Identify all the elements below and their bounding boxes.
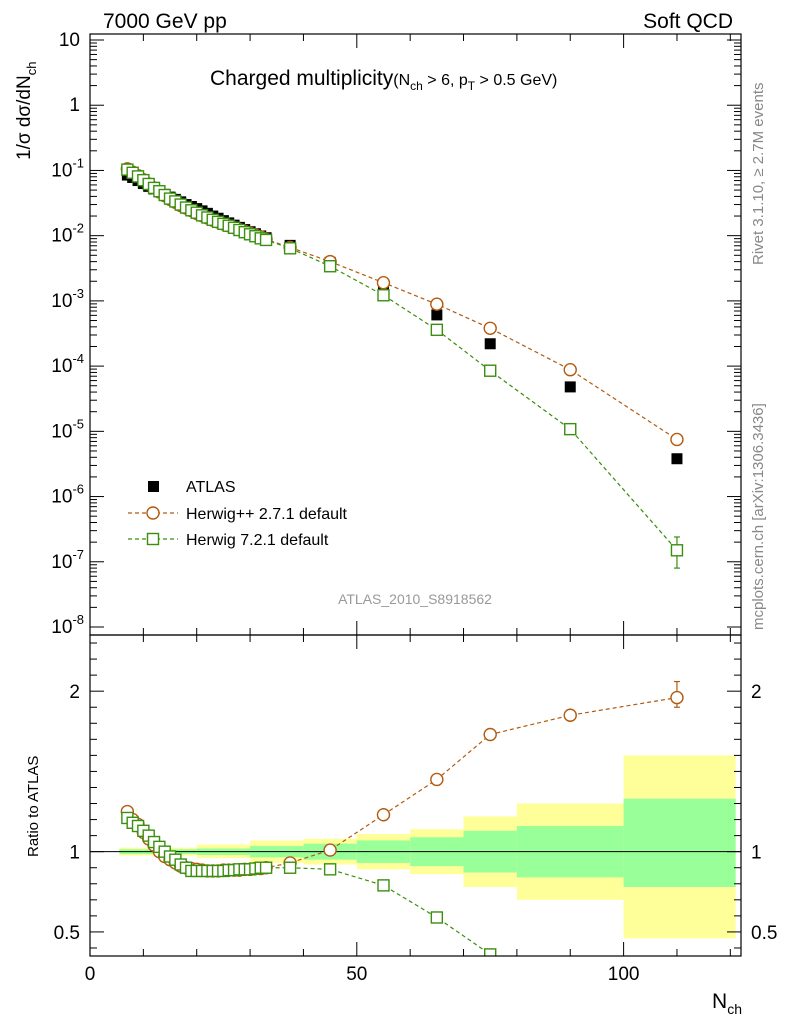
- herwig-2-7-1-default-point: [670, 432, 684, 447]
- main-ytick-mantissa: 10: [51, 356, 72, 377]
- atlas-point: [484, 338, 496, 350]
- main-ytick-mantissa: 10: [51, 226, 72, 247]
- herwig-2-7-1-default-point: [376, 276, 391, 290]
- header-left: 7000 GeV pp: [103, 10, 227, 33]
- title-main: Charged multiplicity: [210, 67, 394, 90]
- ratio-ytick-label: 2: [69, 682, 80, 703]
- herwig-7-2-1-default-point: [283, 242, 297, 255]
- legend-marker-herwigpp: [146, 506, 160, 520]
- main-ytick-label: 10-8: [51, 612, 84, 638]
- atlas-point: [431, 309, 443, 321]
- ratio-herwig-7-2-1-default-point: [283, 861, 297, 874]
- main-ytick-exponent: -5: [72, 416, 84, 431]
- title-cond-sub-a: ch: [410, 79, 423, 93]
- main-ytick-mantissa: 10: [59, 30, 80, 51]
- herwig-7-2-1-default-point: [377, 289, 390, 302]
- ratio-herwig-7-2-1-default-point: [323, 863, 337, 876]
- main-ytick-mantissa: 10: [51, 160, 72, 181]
- main-ytick-label: 10-6: [51, 482, 84, 508]
- herwig-7-2-1-default-point: [430, 323, 444, 337]
- main-ylabel-sub: ch: [24, 62, 39, 76]
- herwig-2-7-1-default-point: [563, 363, 577, 377]
- ratio-ytick-label-right: 1: [751, 843, 762, 864]
- title-cond-a: (N: [393, 72, 410, 89]
- ratio-xlabel-sub: ch: [727, 1001, 742, 1017]
- herwig-7-2-1-default-point: [484, 364, 497, 377]
- ratio-herwig-7-2-1-default-point: [259, 861, 273, 874]
- ratio-herwig-2-7-1-default-point: [483, 727, 497, 742]
- legend-label-herwigpp: Herwig++ 2.7.1 default: [186, 506, 348, 523]
- main-ytick-exponent: -1: [72, 155, 84, 170]
- legend-label-atlas: ATLAS: [186, 479, 236, 496]
- ratio-xlabel: Nch: [712, 990, 742, 1017]
- ratio-herwig-2-7-1-default-point: [430, 772, 444, 787]
- main-ylabel-text: 1/σ dσ/dN: [14, 75, 35, 160]
- ratio-ytick-label: 0.5: [54, 923, 80, 944]
- ratio-xtick-label: 100: [608, 964, 640, 985]
- main-ytick-mantissa: 1: [69, 95, 80, 116]
- plot-title: Charged multiplicity(Nch > 6, pT > 0.5 G…: [210, 67, 557, 93]
- main-ytick-exponent: -6: [72, 482, 84, 497]
- main-ytick-mantissa: 10: [51, 617, 72, 638]
- main-ytick-exponent: -7: [72, 547, 84, 562]
- legend-label-herwig7: Herwig 7.2.1 default: [186, 532, 329, 549]
- main-ytick-label: 1: [69, 95, 80, 116]
- mcplots-label: mcplots.cern.ch [arXiv:1306.3436]: [750, 403, 767, 630]
- herwig-2-7-1-default-point: [483, 321, 497, 335]
- ratio-herwig-2-7-1-default-point: [563, 708, 577, 722]
- main-ytick-exponent: -4: [72, 351, 84, 366]
- main-ytick-exponent: -8: [72, 612, 84, 627]
- ratio-xtick-label: 50: [346, 964, 367, 985]
- herwig-7-2-1-default-point: [670, 544, 684, 557]
- main-ytick-mantissa: 10: [51, 421, 72, 442]
- main-ytick-exponent: -2: [72, 221, 84, 236]
- ratio-stat-band: [623, 798, 736, 887]
- herwig-7-2-1-default-point: [259, 233, 273, 247]
- atlas-point: [671, 453, 683, 465]
- ratio-herwig-7-2-1-default-point: [377, 879, 390, 892]
- ratio-ylabel: Ratio to ATLAS: [25, 756, 42, 857]
- main-ytick-label: 10: [59, 30, 80, 51]
- title-cond-c: > 0.5 GeV): [475, 72, 557, 89]
- analysis-watermark: ATLAS_2010_S8918562: [338, 591, 492, 607]
- main-ytick-label: 10-3: [51, 286, 84, 312]
- main-ytick-exponent: -3: [72, 286, 84, 301]
- main-ytick-label: 10-2: [51, 221, 84, 247]
- ratio-ytick-label-right: 0.5: [751, 923, 777, 944]
- legend-marker-herwig7: [146, 532, 160, 546]
- main-ytick-label: 10-5: [51, 416, 84, 442]
- main-ytick-label: 10-4: [51, 351, 84, 377]
- ratio-xlabel-text: N: [712, 990, 727, 1013]
- ratio-herwig-7-2-1-default-point: [430, 911, 444, 924]
- herwig-7-2-1-default-point: [564, 422, 577, 436]
- ratio-herwig-2-7-1-default-point: [323, 843, 337, 857]
- legend-marker-atlas: [148, 481, 159, 492]
- ratio-plot-frame: [89, 634, 742, 957]
- rivet-label: Rivet 3.1.10, ≥ 2.7M events: [750, 83, 767, 266]
- herwig-7-2-1-default-point: [323, 260, 337, 273]
- ratio-herwig-2-7-1-default-point: [670, 690, 684, 705]
- atlas-point: [564, 381, 576, 393]
- main-ytick-mantissa: 10: [51, 291, 72, 312]
- ratio-herwig-7-2-1-default-point: [484, 948, 497, 956]
- main-ytick-label: 10-1: [51, 155, 84, 181]
- header-right: Soft QCD: [643, 10, 733, 33]
- title-cond-sub-b: T: [468, 79, 476, 93]
- legend: ATLAS Herwig++ 2.7.1 default Herwig 7.2.…: [128, 479, 348, 549]
- main-ytick-mantissa: 10: [51, 487, 72, 508]
- ratio-plot-panel: 0.5 0.5 1 1 2 2 0 50 100 Ratio to ATLAS Nch: [25, 634, 777, 1017]
- ratio-ytick-label-right: 2: [751, 682, 762, 703]
- main-ytick-label: 10-7: [51, 547, 84, 573]
- ratio-ytick-label: 1: [69, 843, 80, 864]
- ratio-xtick-label: 0: [85, 964, 96, 985]
- herwig-2-7-1-default-point: [430, 297, 444, 311]
- main-ytick-mantissa: 10: [51, 552, 72, 573]
- main-ylabel: 1/σ dσ/dNch: [14, 62, 39, 160]
- title-cond-b: > 6, p: [423, 72, 468, 89]
- ratio-herwig-2-7-1-default-point: [376, 808, 391, 822]
